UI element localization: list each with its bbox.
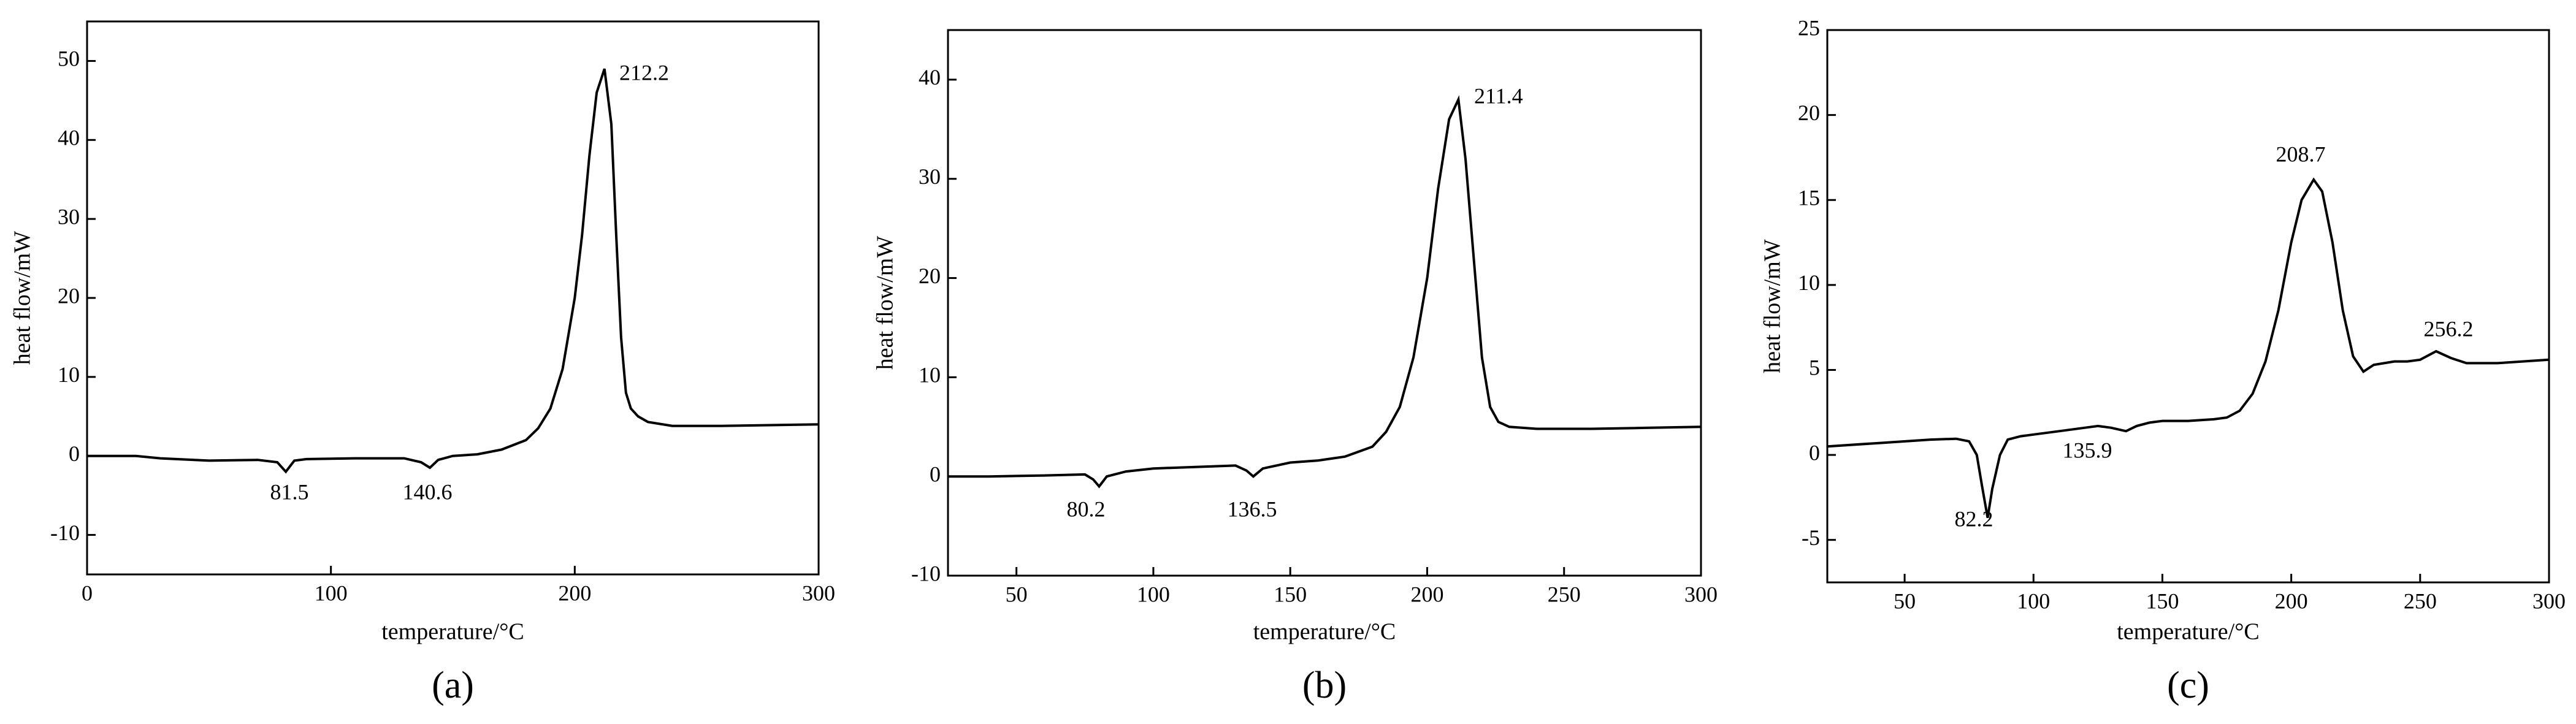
y-tick-label: -5 [1802, 525, 1820, 550]
heat-flow-curve [1827, 177, 2550, 519]
x-axis-label: temperature/°C [2117, 619, 2260, 645]
y-tick-label: 0 [69, 441, 80, 466]
y-axis-label: heat flow/mW [1760, 239, 1786, 373]
x-tick-label: 100 [1137, 582, 1170, 606]
x-tick-label: 0 [82, 581, 93, 605]
peak-annotation: 81.5 [270, 479, 309, 504]
x-tick-label: 50 [1894, 589, 1916, 613]
peak-annotation: 212.2 [619, 60, 669, 85]
y-tick-label: 10 [919, 363, 941, 387]
x-tick-label: 100 [2017, 589, 2050, 613]
y-tick-label: 20 [1798, 101, 1820, 125]
x-tick-label: 300 [802, 581, 835, 605]
y-tick-label: 5 [1809, 356, 1820, 380]
plot-frame [86, 20, 820, 576]
y-tick-label: 15 [1798, 185, 1820, 210]
panel-label: (b) [1302, 665, 1347, 706]
y-tick-label: 20 [58, 283, 80, 308]
y-tick-label: 25 [1798, 15, 1820, 40]
y-tick-label: 10 [1798, 270, 1820, 295]
x-tick-label: 300 [1684, 582, 1718, 606]
x-tick-label: 150 [1274, 582, 1307, 606]
y-axis-label: heat flow/mW [10, 231, 36, 365]
y-tick-label: 40 [919, 65, 941, 90]
y-tick-label: -10 [911, 561, 941, 585]
y-tick-label: 30 [58, 204, 80, 229]
x-tick-label: 100 [315, 581, 348, 605]
x-tick-label: 300 [2532, 589, 2566, 613]
x-axis-label: temperature/°C [381, 619, 524, 645]
panel-label: (c) [2167, 665, 2209, 706]
plot-frame [1826, 29, 2550, 584]
x-axis-label: temperature/°C [1253, 619, 1396, 645]
x-tick-label: 50 [1006, 582, 1028, 606]
y-tick-label: 10 [58, 362, 80, 387]
x-tick-label: 200 [558, 581, 591, 605]
y-axis-label: heat flow/mW [873, 236, 898, 370]
peak-annotation: 256.2 [2424, 316, 2474, 341]
y-tick-label: 0 [1809, 440, 1820, 465]
heat-flow-curve [948, 95, 1702, 489]
plot-frame [947, 29, 1702, 577]
y-tick-label: 30 [919, 164, 941, 189]
y-tick-label: 20 [919, 264, 941, 288]
peak-annotation: 82.2 [1955, 506, 1993, 531]
x-tick-label: 200 [1410, 582, 1443, 606]
peak-annotation: 136.5 [1228, 497, 1277, 521]
peak-annotation: 208.7 [2276, 142, 2326, 166]
x-tick-label: 250 [1548, 582, 1581, 606]
y-tick-label: 0 [930, 462, 941, 486]
peak-annotation: 140.6 [403, 479, 453, 504]
x-tick-label: 150 [2146, 589, 2179, 613]
peak-annotation: 80.2 [1067, 497, 1106, 521]
y-tick-label: 40 [58, 126, 80, 150]
x-tick-label: 200 [2275, 589, 2308, 613]
x-tick-label: 250 [2404, 589, 2437, 613]
peak-annotation: 211.4 [1474, 83, 1523, 108]
heat-flow-curve [87, 68, 819, 474]
peak-annotation: 135.9 [2063, 438, 2112, 462]
y-tick-label: -10 [50, 520, 80, 545]
y-tick-label: 50 [58, 47, 80, 71]
panel-label: (a) [432, 665, 474, 706]
